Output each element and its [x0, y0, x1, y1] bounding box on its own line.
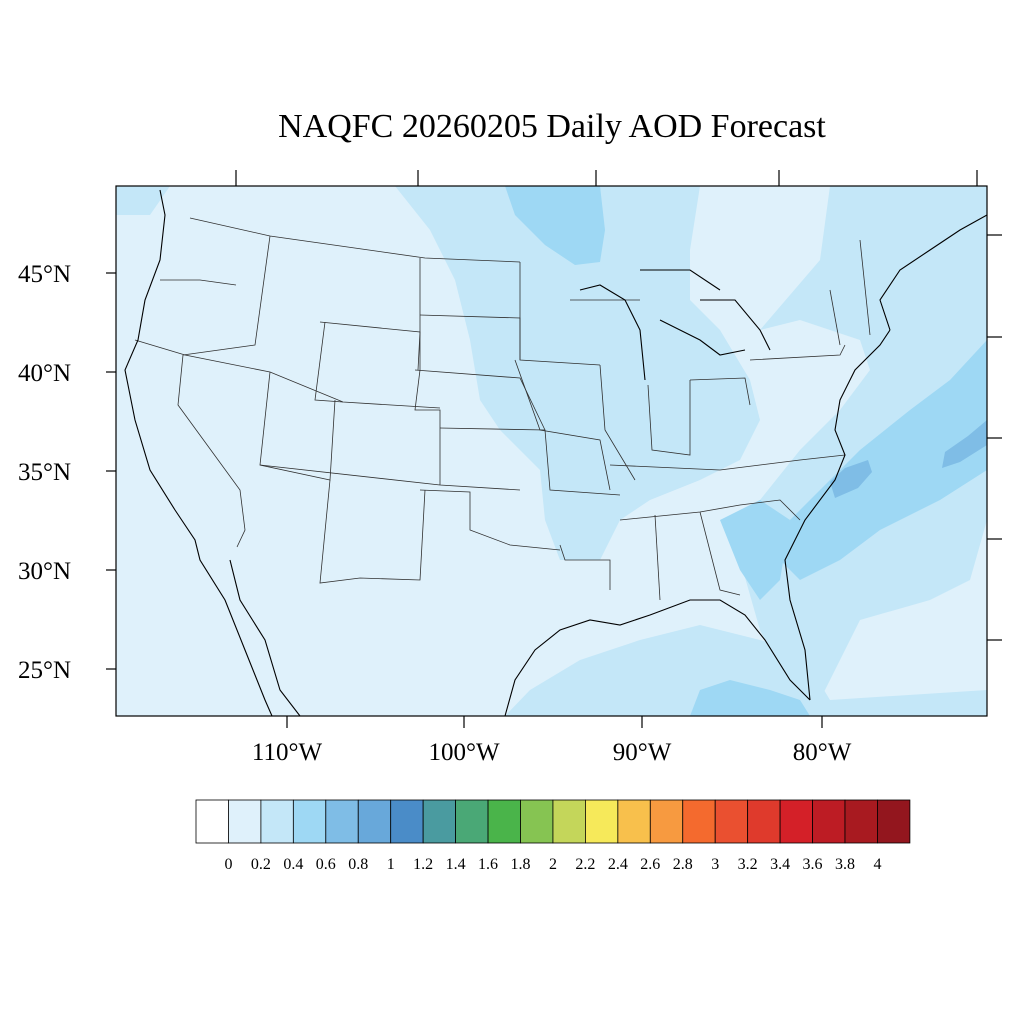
colorbar-swatch [779, 799, 813, 844]
colorbar-swatch [877, 799, 911, 844]
lat-label-35n: 35°N [18, 459, 71, 486]
colorbar-swatch [520, 799, 554, 844]
map-panel [116, 186, 987, 716]
colorbar-label: 4 [873, 856, 881, 873]
lon-label-90w: 90°W [613, 739, 672, 766]
colorbar: 0 0.2 0.4 0.6 0.8 1 1.2 1.4 1.6 1.8 2 2.2 2.4 2.6 2.8 3… [195, 799, 911, 873]
colorbar-label: 0 [224, 856, 232, 873]
colorbar-label: 1.6 [478, 856, 498, 873]
colorbar-label: 2.2 [575, 856, 595, 873]
map-title: NAQFC 20260205 Daily AOD Forecast [278, 108, 826, 145]
colorbar-label: 0.6 [316, 856, 336, 873]
colorbar-swatch [649, 799, 684, 844]
coastlines [124, 189, 987, 716]
colorbar-swatch [292, 799, 327, 844]
aod-band-southeast [720, 500, 790, 600]
aod-band-minnesota [505, 186, 605, 265]
lon-label-100w: 100°W [428, 739, 499, 766]
aod-band-northwest [116, 186, 170, 215]
colorbar-label: 2.8 [673, 856, 693, 873]
colorbar-label: 3 [711, 856, 719, 873]
lat-label-45n: 45°N [18, 261, 71, 288]
colorbar-swatch [455, 799, 489, 844]
lat-label-25n: 25°N [18, 657, 71, 684]
colorbar-swatch [682, 799, 716, 844]
colorbar-swatch [487, 799, 521, 844]
colorbar-swatch [325, 799, 359, 844]
colorbar-label: 3.4 [770, 856, 790, 873]
colorbar-label: 2 [549, 856, 557, 873]
axis-ticks [106, 170, 1002, 728]
colorbar-label: 3.6 [803, 856, 823, 873]
colorbar-label: 1.8 [511, 856, 531, 873]
colorbar-label: 3.8 [835, 856, 855, 873]
colorbar-swatch [844, 799, 878, 844]
colorbar-swatch [714, 799, 749, 844]
aod-band-gulf-inner [690, 680, 810, 716]
colorbar-swatch [617, 799, 651, 844]
colorbar-label: 3.2 [738, 856, 758, 873]
colorbar-swatch [422, 799, 456, 844]
aod-band-offshore-max [942, 420, 987, 468]
lat-label-40n: 40°N [18, 360, 71, 387]
colorbar-swatch [228, 799, 262, 844]
colorbar-swatch [812, 799, 846, 844]
lon-label-80w: 80°W [793, 739, 852, 766]
map-frame [115, 185, 988, 717]
lat-label-30n: 30°N [18, 558, 71, 585]
colorbar-label: 2.6 [640, 856, 660, 873]
colorbar-swatch [260, 799, 294, 844]
colorbar-label: 1.2 [413, 856, 433, 873]
colorbar-swatch [390, 799, 424, 844]
aod-band-gulf [505, 625, 987, 716]
lon-label-110w: 110°W [252, 739, 323, 766]
colorbar-swatch [552, 799, 586, 844]
colorbar-label: 1 [387, 856, 395, 873]
colorbar-swatch [357, 799, 392, 844]
aod-band-plains [395, 186, 760, 560]
state-boundaries [134, 217, 871, 601]
colorbar-swatch [195, 799, 229, 844]
colorbar-label: 1.4 [446, 856, 466, 873]
colorbar-label: 0.2 [251, 856, 271, 873]
colorbar-label: 0.4 [283, 856, 303, 873]
colorbar-label: 0.8 [348, 856, 368, 873]
colorbar-swatch [585, 799, 619, 844]
colorbar-swatch [747, 799, 781, 844]
aod-band-coast-max [830, 460, 872, 498]
colorbar-label: 2.4 [608, 856, 628, 873]
aod-band-offshore [780, 340, 987, 580]
